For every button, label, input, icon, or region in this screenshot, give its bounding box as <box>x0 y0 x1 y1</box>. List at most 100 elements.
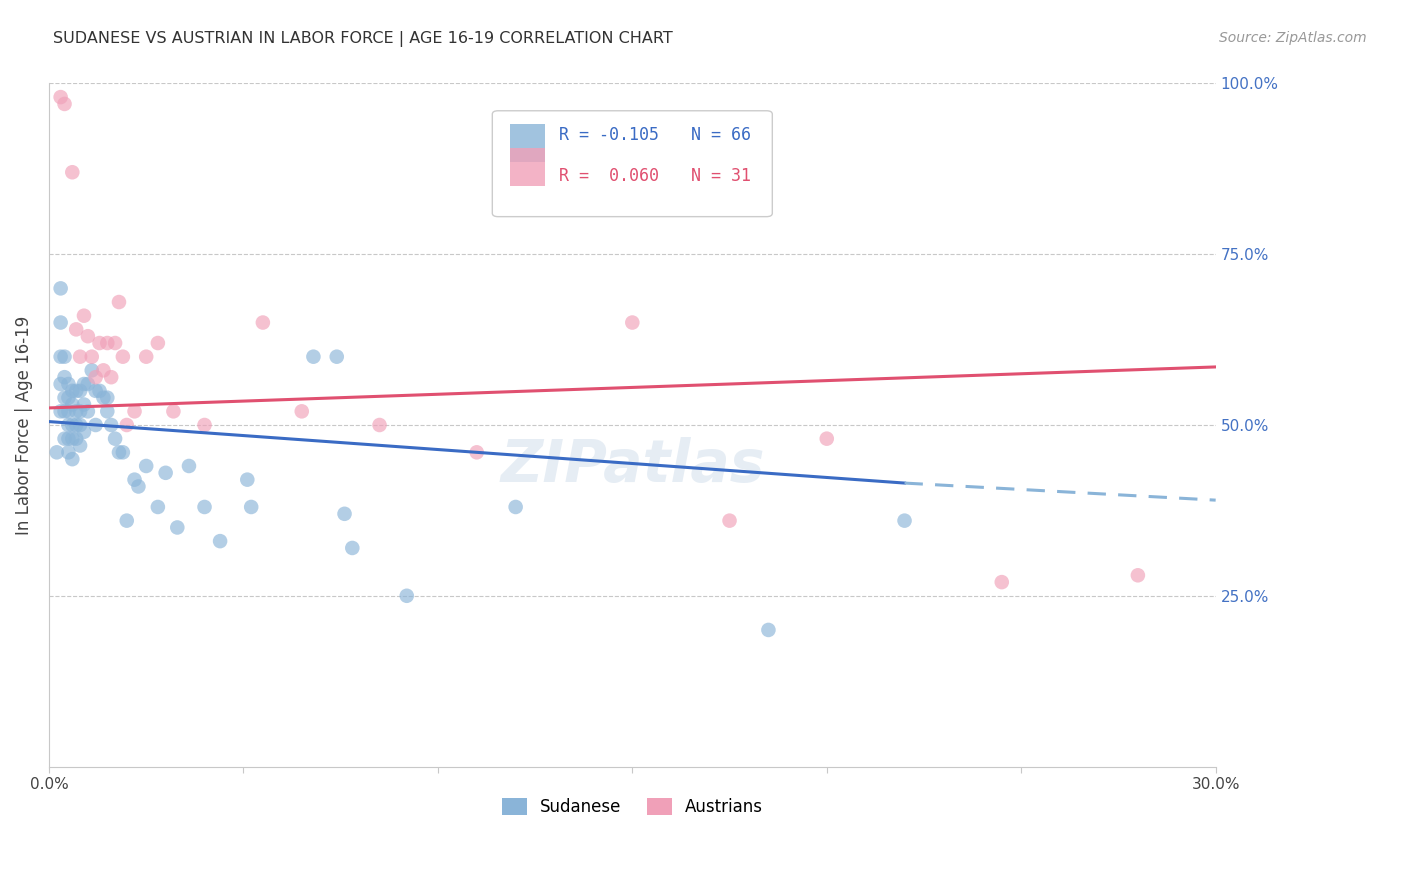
Point <box>621 316 644 330</box>
Point <box>60 165 83 179</box>
Point <box>53 432 76 446</box>
Point <box>76 377 98 392</box>
Point <box>93 391 115 405</box>
Bar <box>510 124 544 162</box>
Point <box>815 432 838 446</box>
Point <box>326 350 349 364</box>
Point <box>53 391 76 405</box>
Point <box>108 445 131 459</box>
Point <box>96 336 118 351</box>
Point <box>76 329 98 343</box>
Point <box>342 541 364 555</box>
Point <box>69 404 91 418</box>
Point <box>58 432 80 446</box>
Point <box>65 432 87 446</box>
Point <box>65 322 87 336</box>
Point <box>162 404 184 418</box>
Text: R =  0.060: R = 0.060 <box>558 168 659 186</box>
Point <box>115 417 138 432</box>
Text: SUDANESE VS AUSTRIAN IN LABOR FORCE | AGE 16-19 CORRELATION CHART: SUDANESE VS AUSTRIAN IN LABOR FORCE | AG… <box>53 31 673 47</box>
Point <box>89 384 111 398</box>
Point <box>108 295 131 310</box>
Point <box>58 377 80 392</box>
Point <box>84 384 107 398</box>
Point <box>69 438 91 452</box>
Text: R = -0.105: R = -0.105 <box>558 127 659 145</box>
Point <box>69 350 91 364</box>
Point <box>368 417 391 432</box>
Point <box>104 336 127 351</box>
Point <box>146 500 169 514</box>
Point <box>193 500 215 514</box>
Point <box>89 336 111 351</box>
Point <box>718 514 741 528</box>
Point <box>76 404 98 418</box>
Point <box>60 452 83 467</box>
Point <box>69 417 91 432</box>
Point <box>60 397 83 411</box>
Point <box>73 425 96 439</box>
Point <box>69 384 91 398</box>
Point <box>465 445 488 459</box>
Point <box>135 458 157 473</box>
Point <box>236 473 259 487</box>
Point <box>80 363 103 377</box>
Point <box>193 417 215 432</box>
FancyBboxPatch shape <box>492 111 772 217</box>
Point <box>45 445 67 459</box>
Point <box>291 404 314 418</box>
Point <box>302 350 325 364</box>
Point <box>49 90 72 104</box>
Point <box>73 377 96 392</box>
Point <box>58 417 80 432</box>
Point <box>84 417 107 432</box>
Point <box>73 397 96 411</box>
Point <box>127 479 149 493</box>
Point <box>96 404 118 418</box>
Point <box>65 417 87 432</box>
Point <box>155 466 177 480</box>
Point <box>60 432 83 446</box>
Point <box>111 350 134 364</box>
Point <box>65 384 87 398</box>
Point <box>93 363 115 377</box>
Text: ZIPatlas: ZIPatlas <box>501 437 765 494</box>
Point <box>60 384 83 398</box>
Text: Source: ZipAtlas.com: Source: ZipAtlas.com <box>1219 31 1367 45</box>
Point <box>100 417 122 432</box>
Point <box>53 404 76 418</box>
Point <box>53 97 76 112</box>
Point <box>209 534 232 549</box>
Point <box>49 377 72 392</box>
Point <box>505 500 527 514</box>
Point <box>1126 568 1149 582</box>
Point <box>80 350 103 364</box>
Point <box>58 445 80 459</box>
Point <box>333 507 356 521</box>
Point <box>49 350 72 364</box>
Point <box>49 281 72 295</box>
Point <box>73 309 96 323</box>
Bar <box>510 148 544 186</box>
Point <box>124 404 146 418</box>
Point <box>146 336 169 351</box>
Point <box>96 391 118 405</box>
Point <box>252 316 274 330</box>
Point <box>990 575 1012 590</box>
Point <box>53 370 76 384</box>
Point <box>84 370 107 384</box>
Point <box>166 520 188 534</box>
Point <box>124 473 146 487</box>
Point <box>115 514 138 528</box>
Point <box>60 417 83 432</box>
Text: N = 66: N = 66 <box>690 127 751 145</box>
Point <box>240 500 263 514</box>
Point <box>49 404 72 418</box>
Point <box>58 391 80 405</box>
Point <box>100 370 122 384</box>
Point <box>893 514 915 528</box>
Point <box>65 404 87 418</box>
Text: N = 31: N = 31 <box>690 168 751 186</box>
Legend: Sudanese, Austrians: Sudanese, Austrians <box>495 791 769 823</box>
Point <box>177 458 200 473</box>
